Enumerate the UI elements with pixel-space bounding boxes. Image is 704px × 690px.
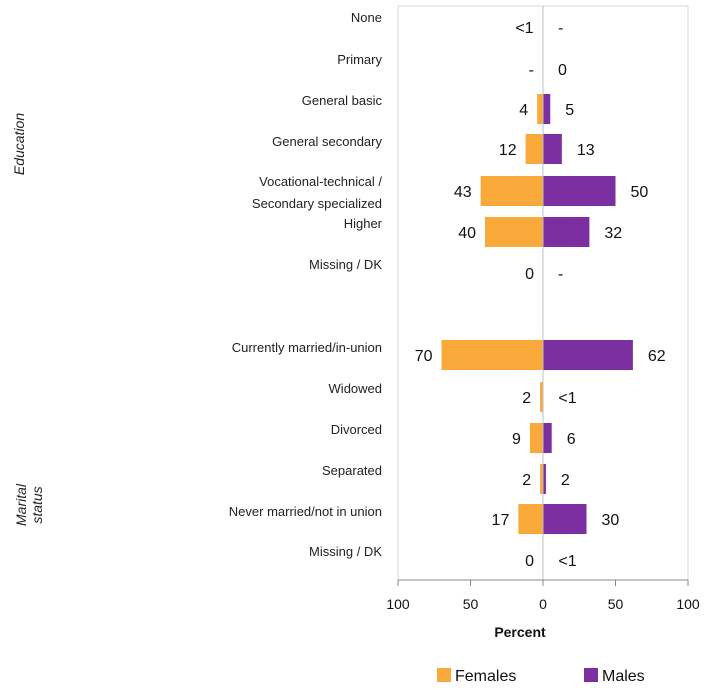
- category-label: Vocational-technical /: [259, 174, 382, 189]
- bar-females: [518, 504, 543, 534]
- bar-females: [529, 423, 543, 453]
- value-label-males: 5: [565, 102, 574, 119]
- x-tick-label: 50: [463, 596, 479, 612]
- value-label-females: 12: [499, 142, 517, 159]
- value-label-females: <1: [515, 20, 533, 37]
- x-tick-label: 0: [539, 596, 547, 612]
- category-label: Missing / DK: [309, 544, 382, 559]
- category-label: General secondary: [272, 134, 382, 149]
- value-label-males: 0: [558, 62, 567, 79]
- value-label-females: 43: [454, 184, 472, 201]
- bar-males: [543, 504, 587, 534]
- value-label-females: 0: [525, 266, 534, 283]
- bar-males: [543, 176, 616, 206]
- value-label-females: 40: [458, 225, 476, 242]
- labels-layer: None <1 - Primary - 0 General basic 4 5 General s…: [229, 10, 666, 570]
- value-label-males: 50: [631, 184, 649, 201]
- category-label: Higher: [344, 216, 383, 231]
- value-label-females: 70: [415, 348, 433, 365]
- value-label-females: 2: [522, 472, 531, 489]
- x-tick-label: 100: [386, 596, 410, 612]
- bars-layer: [441, 12, 633, 575]
- value-label-males: 2: [561, 472, 570, 489]
- legend-label-females: Females: [455, 668, 516, 685]
- value-label-females: 2: [522, 390, 531, 407]
- value-label-females: 9: [512, 431, 521, 448]
- category-label: None: [351, 10, 382, 25]
- value-label-males: -: [558, 20, 563, 37]
- x-tick-label: 100: [676, 596, 700, 612]
- legend-label-males: Males: [602, 668, 645, 685]
- bar-males: [543, 340, 633, 370]
- category-label-line2: Secondary specialized: [252, 196, 382, 211]
- value-label-females: 0: [525, 553, 534, 570]
- category-label: Missing / DK: [309, 257, 382, 272]
- group-label-marital-line1: Marital: [13, 483, 29, 526]
- group-labels: Education Marital status: [11, 113, 45, 526]
- value-label-males: 62: [648, 348, 666, 365]
- group-label-marital-line2: status: [29, 486, 45, 523]
- bar-females: [480, 176, 543, 206]
- bar-males: [543, 217, 590, 247]
- value-label-males: <1: [558, 390, 576, 407]
- category-label: Primary: [337, 52, 382, 67]
- value-label-males: 13: [577, 142, 595, 159]
- value-label-males: -: [558, 266, 563, 283]
- bar-females: [540, 382, 543, 412]
- x-axis: 100 50 0 50 100: [386, 580, 700, 612]
- bar-females: [525, 134, 543, 164]
- value-label-males: <1: [558, 553, 576, 570]
- value-label-males: 6: [567, 431, 576, 448]
- category-label: Divorced: [331, 422, 382, 437]
- value-label-females: 4: [519, 102, 528, 119]
- legend-swatch-males: [584, 668, 598, 682]
- bar-males: [543, 464, 546, 494]
- bar-males: [543, 134, 562, 164]
- group-label-education: Education: [11, 113, 27, 175]
- bar-males: [543, 94, 551, 124]
- category-label: Separated: [322, 463, 382, 478]
- category-label: General basic: [302, 93, 383, 108]
- value-label-males: 30: [602, 512, 620, 529]
- value-label-males: 32: [604, 225, 622, 242]
- x-axis-title: Percent: [494, 624, 546, 640]
- x-tick-label: 50: [608, 596, 624, 612]
- bar-females: [485, 217, 543, 247]
- value-label-females: -: [529, 62, 534, 79]
- value-label-females: 17: [492, 512, 510, 529]
- legend: Females Males: [437, 668, 645, 685]
- legend-swatch-females: [437, 668, 451, 682]
- category-label: Currently married/in-union: [232, 340, 382, 355]
- bar-males: [543, 423, 552, 453]
- bar-females: [540, 464, 543, 494]
- category-label: Widowed: [329, 381, 382, 396]
- bar-females: [441, 340, 543, 370]
- category-label: Never married/not in union: [229, 504, 382, 519]
- bar-females: [537, 94, 543, 124]
